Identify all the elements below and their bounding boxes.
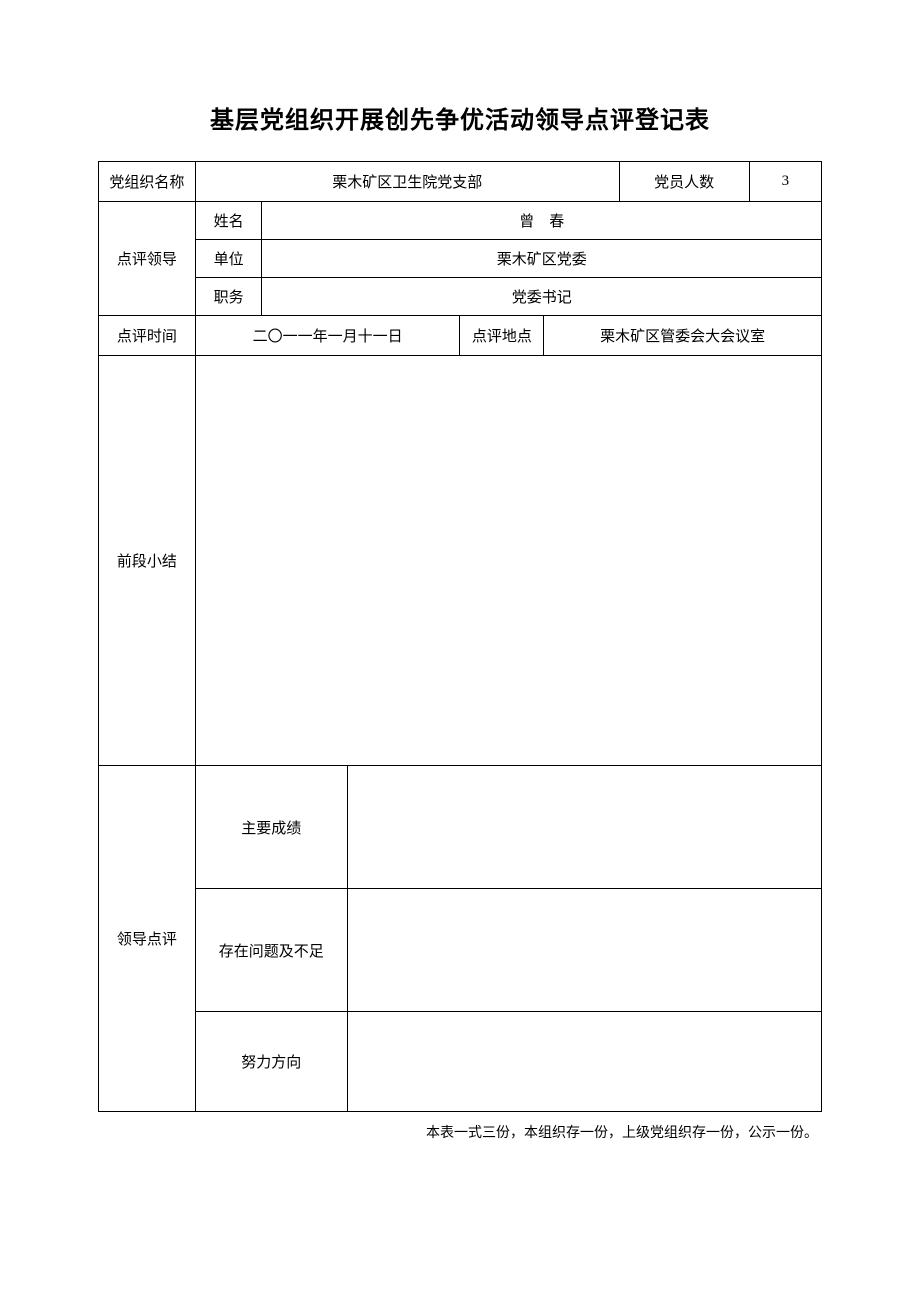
value-org-name: 栗木矿区卫生院党支部 [195,162,619,202]
registration-table: 党组织名称 栗木矿区卫生院党支部 党员人数 3 点评领导 姓名 曾 春 单位 栗… [98,161,822,1112]
label-org-name: 党组织名称 [99,162,196,202]
label-prev-summary: 前段小结 [99,356,196,766]
value-member-count: 3 [749,162,821,202]
page-title: 基层党组织开展创先争优活动领导点评登记表 [98,100,822,135]
label-review-location: 点评地点 [460,316,544,356]
label-position: 职务 [195,278,262,316]
label-main-achievements: 主要成绩 [195,766,347,889]
footnote-text: 本表一式三份，本组织存一份，上级党组织存一份，公示一份。 [98,1122,822,1142]
label-problems: 存在问题及不足 [195,889,347,1012]
value-prev-summary [195,356,821,766]
value-name: 曾 春 [262,202,822,240]
label-leader-review: 领导点评 [99,766,196,1112]
value-review-location: 栗木矿区管委会大会议室 [544,316,822,356]
label-direction: 努力方向 [195,1012,347,1112]
value-problems [347,889,821,1012]
value-unit: 栗木矿区党委 [262,240,822,278]
label-name: 姓名 [195,202,262,240]
label-member-count: 党员人数 [619,162,749,202]
value-position: 党委书记 [262,278,822,316]
label-review-leader: 点评领导 [99,202,196,316]
value-direction [347,1012,821,1112]
value-review-time: 二〇一一年一月十一日 [195,316,460,356]
label-unit: 单位 [195,240,262,278]
value-main-achievements [347,766,821,889]
label-review-time: 点评时间 [99,316,196,356]
